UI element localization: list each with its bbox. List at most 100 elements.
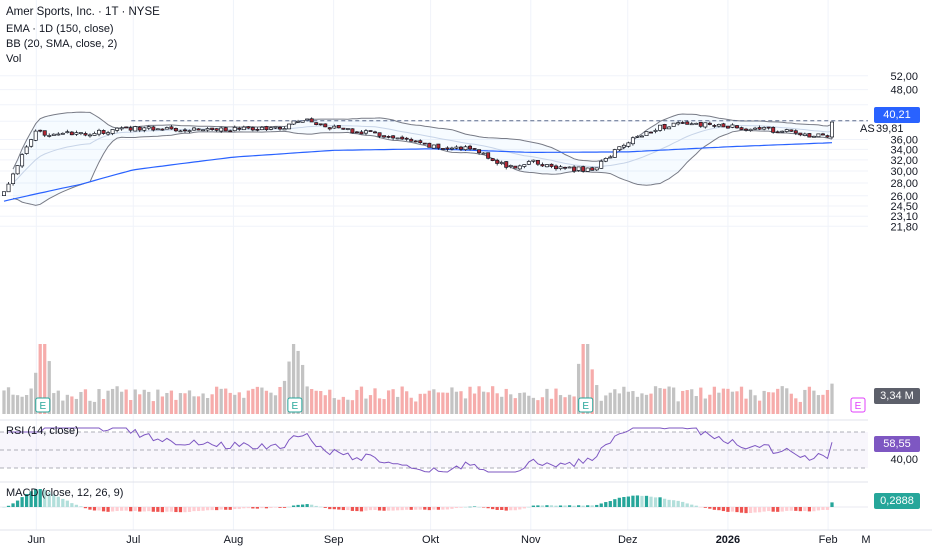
volume-bar bbox=[667, 386, 671, 414]
legend-ema[interactable]: EMA · 1D (150, close) bbox=[6, 23, 114, 35]
candle-body bbox=[237, 127, 242, 130]
candle-body bbox=[662, 124, 667, 130]
macd-histogram-bar bbox=[147, 507, 151, 512]
volume-bar bbox=[436, 392, 440, 414]
macd-histogram-bar bbox=[201, 507, 205, 511]
volume-bar bbox=[567, 394, 572, 414]
macd-histogram-bar bbox=[590, 505, 594, 507]
candle-body bbox=[676, 122, 681, 125]
macd-histogram-bar bbox=[346, 507, 350, 511]
rsi-label[interactable]: RSI (14, close) bbox=[6, 425, 79, 437]
macd-histogram-bar bbox=[432, 507, 436, 510]
macd-histogram-bar bbox=[337, 507, 341, 510]
macd-histogram-bar bbox=[816, 507, 821, 511]
legend-volume[interactable]: Vol bbox=[6, 53, 22, 65]
bollinger-bands bbox=[12, 111, 833, 206]
macd-histogram-bar bbox=[712, 507, 716, 510]
volume-bar bbox=[486, 392, 490, 414]
candle-body bbox=[205, 128, 210, 131]
candle-body bbox=[468, 145, 473, 150]
time-axis-label: Aug bbox=[224, 534, 244, 546]
candle-body bbox=[314, 122, 319, 125]
volume-bar bbox=[644, 394, 649, 414]
candle-body bbox=[549, 163, 554, 167]
candle-body bbox=[820, 133, 825, 136]
volume-bar bbox=[753, 395, 757, 414]
macd-histogram-bar bbox=[43, 489, 47, 507]
macd-histogram-bar bbox=[821, 507, 825, 510]
volume-bar bbox=[305, 386, 309, 414]
volume-bar bbox=[38, 344, 42, 414]
bb-upper-line bbox=[12, 111, 833, 170]
macd-histogram-bar bbox=[694, 505, 698, 507]
symbol-title[interactable]: Amer Sports, Inc. · 1T · NYSE bbox=[6, 6, 160, 18]
candles[interactable] bbox=[2, 117, 834, 196]
macd-histogram-bar bbox=[536, 505, 540, 507]
volume-bar bbox=[613, 389, 617, 414]
volume-bar bbox=[721, 388, 726, 414]
volume-bar bbox=[649, 393, 653, 414]
volume-bar bbox=[187, 390, 192, 414]
macd-histogram-bar bbox=[396, 507, 400, 511]
volume-bar bbox=[676, 401, 680, 414]
volume-bar bbox=[92, 401, 97, 414]
rsi-pane[interactable] bbox=[0, 427, 868, 473]
candle-body bbox=[15, 165, 20, 175]
macd-histogram-bar bbox=[405, 507, 409, 510]
volume-bar bbox=[210, 394, 214, 414]
macd-histogram-bar bbox=[228, 507, 232, 510]
macd-histogram-bar bbox=[196, 507, 201, 512]
candle-body bbox=[246, 126, 251, 129]
macd-histogram-bar bbox=[29, 491, 33, 507]
candle-body bbox=[554, 165, 558, 170]
time-axis-label: Jul bbox=[126, 534, 140, 546]
macd-pane[interactable] bbox=[0, 489, 868, 514]
candle-body bbox=[287, 123, 292, 130]
macd-histogram-bar bbox=[310, 504, 314, 507]
candle-body bbox=[680, 122, 685, 124]
rsi-value-tag: 58,55 bbox=[874, 436, 920, 452]
earnings-marker-letter: E bbox=[855, 401, 862, 412]
candle-body bbox=[626, 142, 631, 147]
macd-histogram-bar bbox=[522, 507, 526, 509]
time-axis-label: Dez bbox=[618, 534, 638, 546]
volume-bar bbox=[79, 391, 83, 414]
volume-bar bbox=[658, 388, 662, 414]
volume-bar bbox=[518, 392, 522, 414]
volume-bar bbox=[106, 390, 110, 414]
macd-histogram-bar bbox=[178, 507, 183, 513]
price-axis[interactable]: 52,00 48,00 36,0034,0032,0030,0028,0026,00… bbox=[890, 71, 918, 466]
macd-histogram-bar bbox=[798, 507, 802, 512]
volume-bar bbox=[418, 393, 422, 414]
earnings-marker-letter: E bbox=[39, 401, 46, 412]
volume-bar bbox=[97, 389, 101, 414]
macd-histogram-bar bbox=[436, 507, 440, 510]
candle-body bbox=[11, 173, 16, 184]
time-axis[interactable]: Jun Jul Aug Sep Okt Nov Dez 2026 Feb M bbox=[27, 534, 870, 546]
volume-bar bbox=[129, 400, 133, 414]
volume-bar bbox=[61, 400, 65, 414]
macd-label[interactable]: MACD (close, 12, 26, 9) bbox=[6, 487, 124, 499]
macd-histogram-bar bbox=[305, 504, 309, 507]
candle-body bbox=[603, 158, 608, 162]
candle-body bbox=[440, 148, 445, 150]
macd-histogram-bar bbox=[504, 507, 508, 511]
candle-body bbox=[762, 127, 767, 130]
candle-body bbox=[60, 132, 65, 135]
volume-bar bbox=[825, 389, 830, 414]
macd-histogram-bar bbox=[269, 507, 273, 508]
macd-histogram-bar bbox=[20, 497, 24, 507]
volume-bar bbox=[2, 390, 6, 414]
candle-body bbox=[29, 139, 34, 147]
candle-body bbox=[649, 131, 653, 134]
macd-histogram-bar bbox=[56, 496, 60, 507]
macd-histogram-bar bbox=[278, 507, 282, 508]
candle-body bbox=[409, 138, 414, 142]
legend-bollinger[interactable]: BB (20, SMA, close, 2) bbox=[6, 38, 118, 50]
macd-histogram-bar bbox=[599, 503, 603, 507]
candle-body bbox=[463, 146, 468, 150]
volume-bar bbox=[260, 387, 264, 414]
volume-bar bbox=[459, 391, 463, 414]
